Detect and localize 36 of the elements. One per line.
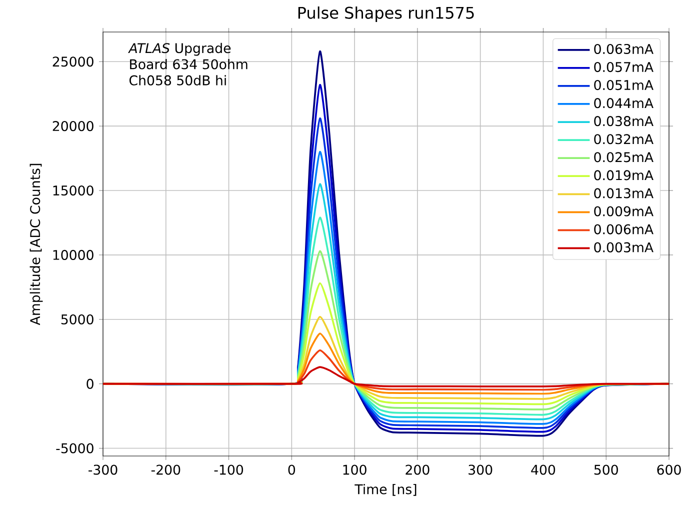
annotation: ATLAS Upgrade (128, 42, 231, 56)
y-tick-label: 15000 (53, 185, 94, 196)
x-tick-label: 300 (468, 464, 492, 475)
y-tick-label: 10000 (53, 250, 94, 260)
legend-label: 0.032mA (594, 134, 654, 144)
legend-label: 0.025mA (594, 152, 654, 162)
x-tick-label: -300 (88, 464, 118, 475)
annotation: Ch058 50dB hi (129, 75, 226, 86)
x-tick-label: 100 (343, 464, 366, 475)
x-tick-label: -100 (214, 464, 244, 475)
legend-label: 0.063mA (594, 44, 654, 54)
line-series (103, 366, 670, 388)
legend-label: 0.003mA (594, 242, 654, 252)
legend-label: 0.051mA (594, 80, 654, 90)
x-tick-label: 200 (406, 464, 430, 475)
x-tick-label: 600 (657, 464, 681, 475)
x-axis-title: Time [ns] (354, 484, 416, 496)
x-tick-label: -200 (151, 464, 180, 475)
legend-label: 0.013mA (594, 188, 654, 198)
x-tick-label: 500 (594, 464, 618, 475)
y-tick-label: -5000 (56, 443, 94, 454)
y-axis-title: Amplitude [ADC Counts] (30, 164, 43, 326)
chart-title: Pulse Shapes run1575 (298, 6, 474, 22)
y-tick-label: 25000 (52, 56, 94, 67)
y-tick-label: 5000 (61, 314, 94, 324)
x-tick-label: 400 (531, 464, 556, 475)
annotation: Board 634 50ohm (130, 58, 248, 70)
legend-label: 0.009mA (594, 206, 654, 216)
legend-label: 0.019mA (594, 170, 654, 180)
y-tick-label: 20000 (52, 121, 94, 132)
legend-label: 0.006mA (594, 224, 654, 234)
legend-label: 0.038mA (594, 116, 654, 126)
legend-label: 0.057mA (594, 62, 654, 72)
x-tick-label: 0 (288, 464, 296, 475)
y-tick-label: 0 (86, 378, 94, 389)
legend-label: 0.044mA (594, 98, 654, 108)
